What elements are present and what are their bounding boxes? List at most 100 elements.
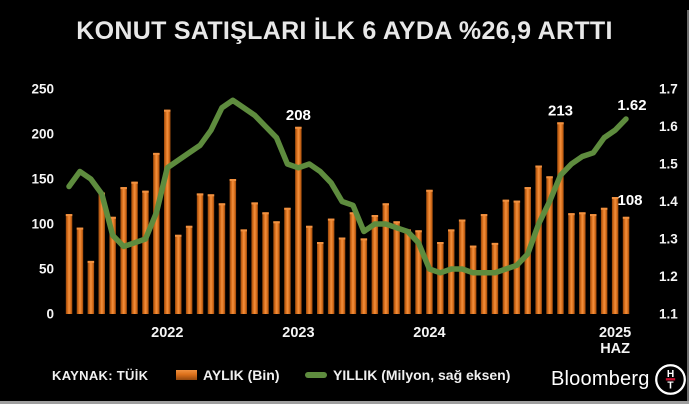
left-axis-label-250: 250	[31, 82, 54, 97]
bar-cap-2024-07	[502, 199, 510, 202]
bar-cap-2021-12	[164, 109, 171, 112]
bar-cap-2022-04	[207, 194, 215, 197]
bar-cap-2023-11	[415, 230, 422, 233]
bar-2023-02	[317, 242, 324, 314]
bar-2024-06	[491, 242, 499, 314]
annotation-1.62: 1.62	[617, 97, 646, 114]
bar-cap-2021-10	[142, 190, 149, 193]
left-axis-label-200: 200	[31, 127, 54, 142]
bar-cap-2025-05	[611, 197, 619, 199]
bar-cap-2023-12	[426, 189, 433, 192]
bar-cap-2021-03	[65, 214, 73, 217]
bar-cap-2022-05	[218, 203, 226, 206]
right-axis-label-1.2: 1.2	[659, 269, 678, 284]
bar-2022-06	[229, 179, 237, 314]
left-axis-label-50: 50	[39, 262, 54, 277]
bar-2025-05	[611, 197, 619, 314]
bar-cap-2021-09	[131, 181, 138, 184]
bar-2024-07	[502, 199, 510, 314]
yearly-line	[66, 97, 629, 276]
bar-cap-2022-08	[251, 202, 258, 205]
bar-2024-04	[469, 245, 477, 314]
bar-2021-08	[120, 187, 127, 314]
bar-cap-2025-04	[600, 207, 608, 210]
x-axis-label-2023: 2023	[282, 325, 314, 341]
bar-2023-10	[404, 229, 411, 314]
bar-cap-2022-07	[240, 229, 247, 232]
bar-2024-10	[535, 165, 542, 314]
bar-2022-09	[262, 212, 269, 314]
legend-line-swatch	[305, 372, 327, 378]
bar-cap-2024-04	[469, 245, 477, 248]
bar-cap-2022-01	[175, 234, 182, 237]
bar-2022-05	[218, 203, 226, 314]
bar-2025-03	[590, 214, 597, 314]
ht-badge-red-bar	[665, 378, 675, 381]
bar-cap-2025-01	[568, 213, 575, 216]
legend-bar-swatch	[176, 370, 197, 380]
bar-2022-04	[207, 194, 215, 314]
annotation-213: 213	[548, 102, 573, 119]
bar-2023-08	[382, 203, 389, 314]
bar-cap-2022-09	[262, 212, 269, 215]
bar-cap-2024-12	[557, 122, 564, 125]
right-axis-label-1.6: 1.6	[659, 119, 678, 134]
bar-cap-2023-05	[349, 212, 357, 215]
bar-cap-2023-07	[371, 215, 379, 217]
ht-badge-icon: H T	[654, 364, 686, 395]
bar-2021-04	[76, 227, 84, 314]
bar-2021-09	[131, 181, 138, 314]
bar-cap-2024-09	[524, 187, 531, 190]
bar-cap-2023-01	[306, 225, 313, 228]
bar-cap-2025-03	[590, 214, 597, 217]
bar-2023-05	[349, 212, 357, 314]
screen-edge-bottom	[0, 401, 689, 404]
bar-2022-02	[185, 225, 193, 314]
bar-cap-2021-04	[76, 227, 84, 230]
annotation-208: 208	[286, 107, 311, 124]
bar-cap-2022-10	[273, 221, 280, 224]
right-axis-label-1.1: 1.1	[659, 307, 678, 322]
bar-2024-05	[480, 214, 488, 314]
bar-cap-2024-08	[513, 200, 521, 203]
bar-cap-2023-03	[327, 218, 335, 221]
x-axis-label-2024: 2024	[413, 325, 445, 341]
bar-cap-2024-10	[535, 165, 542, 168]
bar-cap-2023-09	[393, 221, 400, 224]
bar-2021-07	[109, 216, 116, 314]
bar-cap-2024-03	[458, 219, 466, 222]
bar-2023-11	[415, 230, 422, 314]
bar-cap-2022-11	[284, 207, 291, 210]
bar-2023-01	[306, 225, 313, 314]
legend-bar-label: AYLIK (Bin)	[203, 367, 280, 383]
right-axis-label-1.4: 1.4	[659, 194, 678, 209]
right-axis-label-1.5: 1.5	[659, 157, 678, 172]
bar-cap-2021-05	[87, 260, 95, 263]
bar-2022-07	[240, 229, 247, 314]
legend-line-label: YILLIK (Milyon, sağ eksen)	[333, 367, 511, 383]
left-axis-label-0: 0	[46, 307, 54, 322]
bar-2022-03	[196, 193, 204, 314]
bar-2025-01	[568, 213, 575, 314]
bar-cap-2024-01	[437, 242, 444, 244]
left-axis-label-150: 150	[31, 172, 54, 187]
bar-cap-2022-12	[295, 126, 302, 129]
x-axis-sublabel-HAZ: HAZ	[600, 341, 630, 357]
bar-cap-2024-02	[448, 229, 455, 232]
bar-2022-12	[295, 126, 302, 314]
bar-2021-06	[98, 192, 105, 314]
bar-2021-10	[142, 190, 149, 314]
bloomberg-wordmark: Bloomberg	[551, 368, 650, 390]
bar-cap-2025-06	[622, 216, 630, 219]
bar-cap-2021-08	[120, 187, 127, 190]
bar-cap-2022-06	[229, 179, 237, 181]
bar-2023-06	[360, 238, 368, 314]
bar-2024-12	[557, 122, 564, 314]
bar-2022-08	[251, 202, 258, 314]
bar-2024-08	[513, 200, 521, 314]
bar-2021-05	[87, 260, 95, 314]
bloomberg-logo: Bloomberg H T	[551, 363, 687, 396]
bar-cap-2025-02	[579, 212, 586, 215]
bar-2022-01	[175, 234, 182, 314]
